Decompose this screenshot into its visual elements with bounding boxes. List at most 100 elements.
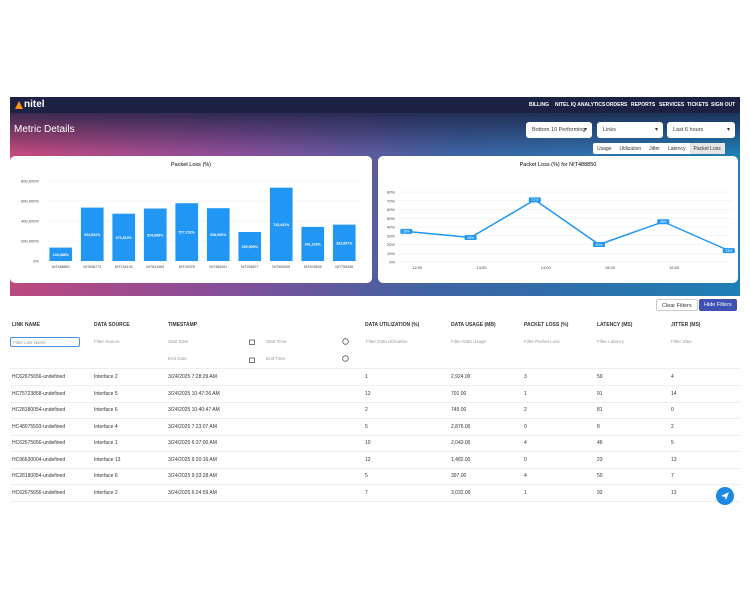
chart: Packet Loss (%) for NIT488850 0% 10% 20% 30%… [387,162,735,270]
column-header: LINK NAME [12,322,40,328]
filter-input[interactable]: End Time [266,356,286,361]
filter-input[interactable]: Start Time [266,339,287,344]
logo[interactable]: nitel [24,99,45,110]
value-label: 363,857% [336,241,353,245]
chat-button[interactable] [716,487,734,505]
table-cell: 2,043.00 [451,440,471,446]
table-cell: 5 [671,440,674,446]
bar [80,207,104,261]
table-cell: 1,482.00 [451,456,471,463]
table-cell: Interface 6 [94,407,118,413]
bar [269,187,293,261]
table-cell: 12 [365,390,371,397]
clock-icon[interactable] [342,355,349,362]
table-cell: Interface 4 [94,423,118,430]
filter-input[interactable]: End Date [168,356,187,361]
table-cell: HC48075593-undefined [12,423,66,430]
table-cell: 3/24/2025 10:40:47 AM [168,407,220,413]
calendar-icon[interactable] [249,339,255,345]
button[interactable]: Hide Filters [699,299,737,311]
x-tick-label: NIT831069 [146,265,164,269]
column-header: DATA USAGE (MB) [451,322,496,328]
tab[interactable]: Latency [667,146,686,152]
value-label: 20% [596,243,603,247]
filter-input[interactable]: Filter Data Usage [451,339,487,344]
row-line [10,451,740,452]
table-cell: Interface 13 [94,456,121,463]
filter-input[interactable]: Filter Jitter [671,339,693,344]
nav-link[interactable]: SIGN OUT [711,102,736,108]
table-cell: 2 [365,407,368,413]
clock-icon[interactable] [342,338,349,345]
table-cell: 4 [671,374,674,380]
row-line [10,467,740,469]
dropdown[interactable]: Links [597,122,663,138]
x-tick-label: NIT959205 [272,265,290,269]
table-cell: HC62675656-undefined [12,489,66,496]
tab[interactable]: Usage [597,146,612,152]
table-cell: Interface 6 [94,473,118,479]
table-cell: Interface 2 [94,489,118,496]
filter-input[interactable]: Filter Packet Loss [524,339,560,344]
nav-link[interactable]: SERVICES [659,102,685,108]
logo-icon [15,101,23,109]
column-header: LATENCY (MS) [597,322,633,328]
table-cell: 745.00 [451,407,467,413]
value-label-box [400,228,413,234]
value-label: 290,000% [242,245,259,249]
x-tick-label: NIT698772 [83,265,101,269]
value-label: 46% [660,220,667,224]
bar [175,203,199,261]
bar [143,208,167,261]
row-line [10,500,740,502]
tab[interactable]: Jitter [649,146,660,152]
filter-input[interactable]: Filter Source [94,339,120,344]
column-header: PACKET LOSS (%) [524,322,569,328]
tab-selected[interactable]: Packet Loss [689,143,725,154]
tab-bar: Usage Utilization Jitter Latency Packet … [593,143,725,154]
dropdown[interactable]: Last 6 hours [667,122,735,138]
x-tick-label: NIT256677 [241,265,259,269]
value-label: 472,810% [116,236,133,240]
table-cell: 1 [365,374,368,380]
table-cell: 7 [365,489,368,496]
value-label-box [593,242,606,247]
value-label-box [722,248,735,254]
tab[interactable]: Utilization [619,146,642,152]
row-line [10,434,740,436]
y-tick-label: 10% [387,251,395,256]
calendar-icon[interactable] [249,357,255,363]
table-cell: 92 [597,489,603,496]
button[interactable]: Clear Filters [656,299,698,311]
y-tick-label: 40% [387,225,395,230]
value-label-box [464,235,477,240]
y-tick-label: 30% [387,233,395,238]
value-label: 534,002% [84,233,101,237]
nav-link[interactable]: NITEL IQ ANALYTICS [555,102,606,108]
chart-card: Packet Loss (%) for NIT488850 0% 10% 20% 30%… [378,156,738,283]
y-tick-label: 20% [387,242,395,247]
filter-input[interactable]: Filter Latency [597,339,625,344]
table-cell: 13 [671,456,677,463]
filter-input[interactable]: Filter Link Name [10,337,80,347]
nav-link[interactable]: TICKETS [687,102,709,108]
table-cell: 5 [365,473,368,479]
filter-input[interactable]: Filter Data Utilization [366,339,408,344]
table-cell: HC28180054-undefined [12,407,66,413]
row-line [10,368,740,369]
x-tick-label: NIT194130 [115,265,133,269]
nav-link[interactable]: REPORTS [631,102,656,108]
x-tick-label: 16:00 [669,265,680,270]
y-tick-label: 600,000% [21,199,39,204]
nav-link[interactable]: BILLING [529,102,549,108]
bar [49,247,73,261]
table-cell: 1 [524,489,527,496]
table-cell: 5 [365,423,368,430]
x-tick-label: 15:00 [605,265,616,270]
nav-link[interactable]: ORDERS [606,102,628,108]
table-cell: Interface 2 [94,374,118,380]
y-tick-label: 400,000% [21,219,39,224]
table-cell: 46 [597,440,603,446]
dropdown[interactable]: Bottom 10 Performing [526,122,592,138]
filter-input[interactable]: Start Date [168,339,189,344]
